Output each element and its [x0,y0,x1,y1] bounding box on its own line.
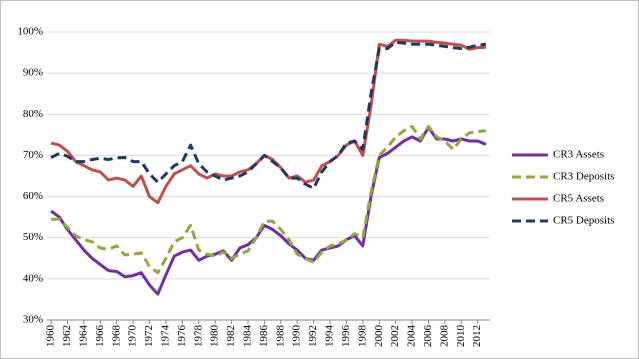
x-tick-label: 1990 [291,325,303,348]
y-tick-label: 80% [23,108,43,120]
x-tick-label: 1976 [176,325,188,348]
x-tick-label: 2004 [406,325,418,348]
x-tick-label: 1966 [94,325,106,348]
x-tick-label: 2000 [373,325,385,348]
x-tick-label: 1998 [356,325,368,348]
legend-label: CR5 Deposits [553,215,614,227]
legend-label: CR3 Assets [553,149,604,161]
x-tick-label: 1986 [258,325,270,348]
x-tick-label: 1968 [110,325,122,348]
x-tick-label: 2010 [455,325,467,348]
x-tick-label: 2012 [471,325,483,347]
y-tick-label: 30% [23,314,43,326]
y-tick-label: 60% [23,190,43,202]
y-tick-label: 90% [23,67,43,79]
y-tick-label: 70% [23,149,43,161]
x-tick-label: 1972 [143,325,155,347]
x-tick-label: 2008 [438,325,450,348]
series-line [50,40,487,190]
x-tick-label: 1984 [242,325,254,348]
x-tick-label: 1992 [307,325,319,347]
y-tick-label: 50% [23,231,43,243]
x-tick-label: 1980 [209,325,221,348]
legend-label: CR3 Deposits [553,171,614,183]
series-line [50,126,487,296]
x-tick-label: 2006 [422,325,434,348]
x-tick-label: 1982 [225,325,237,347]
x-tick-label: 1962 [61,325,73,347]
x-tick-label: 1974 [159,325,171,348]
x-tick-label: 1994 [324,325,336,348]
x-tick-label: 2002 [389,325,401,347]
x-tick-label: 1978 [192,325,204,348]
y-tick-label: 40% [23,272,43,284]
series-line [51,125,487,275]
y-tick-label: 100% [17,26,43,38]
x-tick-label: 1988 [274,325,286,348]
x-tick-label: 1964 [77,325,89,348]
x-tick-label: 1996 [340,325,352,348]
x-tick-label: 1960 [45,325,57,348]
series-line [50,38,486,205]
x-tick-label: 1970 [127,325,139,348]
legend-label: CR5 Assets [553,193,604,205]
